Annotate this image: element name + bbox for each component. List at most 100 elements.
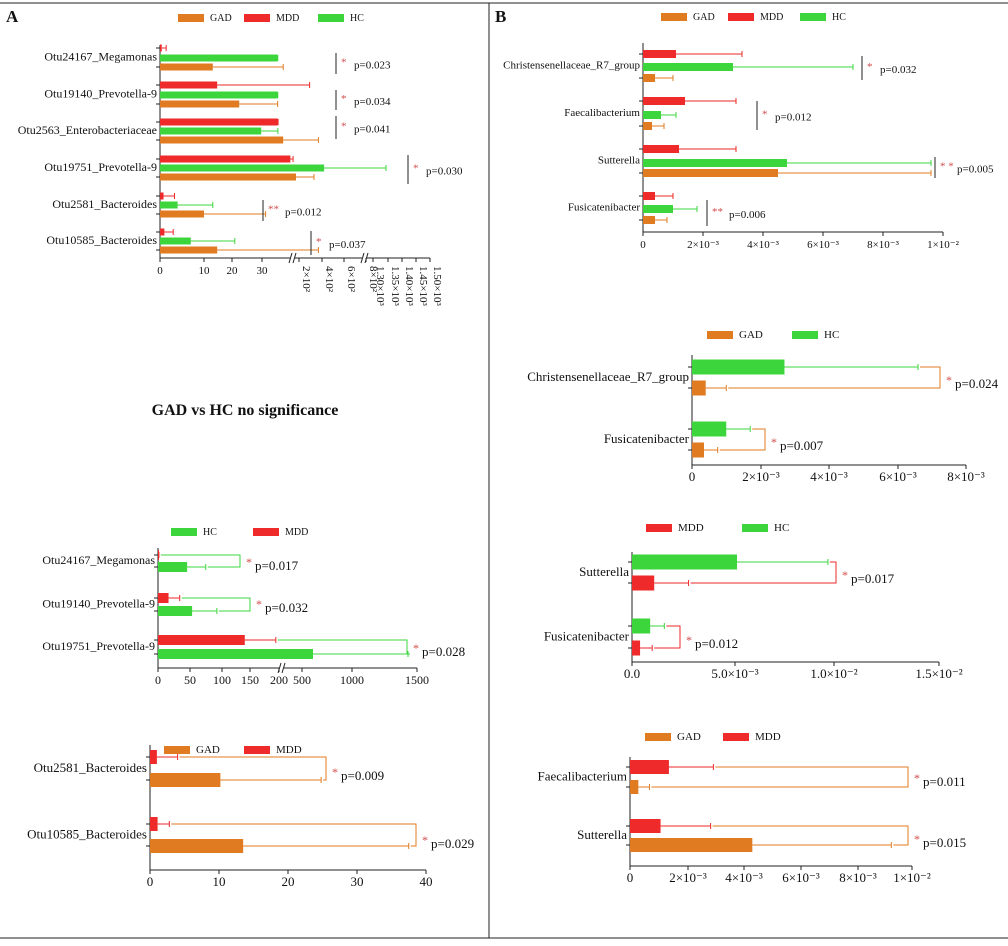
category-label-faecalibacterium: Faecalibacterium	[564, 107, 640, 119]
legend-label-mdd: MDD	[760, 12, 783, 23]
x-tick-label: 50	[184, 673, 196, 687]
bar-gad-otu19751-prevotella-9	[160, 173, 296, 181]
bar-mdd-faecalibacterium	[630, 760, 669, 774]
bar-hc-faecalibacterium	[643, 111, 661, 119]
x-tick-label: 1.45×10³	[417, 266, 429, 306]
x-tick-label: 20	[227, 265, 239, 277]
category-label-faecalibacterium: Faecalibacterium	[537, 769, 627, 784]
bar-mdd-fusicatenibacter	[643, 192, 655, 200]
bar-gad-otu2581-bacteroides	[160, 210, 204, 218]
category-label-fusicatenibacter: Fusicatenibacter	[544, 629, 630, 644]
p-value-label: p=0.030	[426, 166, 463, 178]
category-label-otu10585-bacteroides: Otu10585_Bacteroides	[27, 827, 147, 842]
legend-swatch-mdd	[723, 733, 749, 741]
bar-gad-fusicatenibacter	[643, 216, 655, 224]
p-value-label: p=0.006	[729, 209, 766, 221]
x-tick-label: 2×10⁻³	[687, 239, 720, 251]
x-tick-label: 8×10⁻³	[839, 870, 877, 885]
legend-label-gad: GAD	[677, 731, 701, 743]
bar-hc-otu19751-prevotella-9	[160, 164, 325, 172]
bar-mdd-sutterella	[632, 575, 655, 591]
legend-label-gad: GAD	[693, 12, 715, 23]
x-tick-label: 6×10²	[345, 266, 357, 293]
axis-break-gap	[362, 253, 367, 263]
legend-swatch-hc	[318, 14, 344, 22]
legend-label-mdd: MDD	[755, 731, 781, 743]
x-tick-label: 0	[627, 870, 634, 885]
p-value-label: p=0.032	[880, 64, 916, 76]
gad-vs-hc-note: GAD vs HC no significance	[152, 402, 339, 419]
significance-stars: *	[413, 163, 419, 175]
x-tick-label: 0	[155, 673, 161, 687]
bar-mdd-fusicatenibacter	[632, 640, 641, 656]
x-tick-label: 1×10⁻²	[893, 870, 931, 885]
significance-stars: *	[771, 435, 777, 449]
chart-b1: GAD MDD HC 0 2×10⁻³ 4×10⁻³ 6×10⁻³ 8×10⁻³ 1×10⁻² C…	[503, 12, 994, 251]
p-value-label: p=0.017	[851, 571, 895, 586]
category-label-otu10585-bacteroides: Otu10585_Bacteroides	[46, 233, 157, 247]
category-label-christensenellaceae-r7-group: Christensenellaceae_R7_group	[527, 369, 689, 384]
significance-stars: *	[842, 568, 848, 582]
legend-swatch-mdd	[253, 528, 279, 536]
legend-swatch-gad	[645, 733, 671, 741]
x-tick-label: 10	[199, 265, 211, 277]
legend-label-mdd: MDD	[276, 13, 299, 24]
significance-bracket	[277, 639, 410, 655]
p-value-label: p=0.005	[957, 164, 994, 176]
significance-bracket	[181, 597, 251, 612]
category-label-otu19140-prevotella-9: Otu19140_Prevotella-9	[42, 597, 155, 611]
x-tick-label: 1.40×10³	[403, 266, 415, 306]
p-value-label: p=0.041	[354, 124, 390, 136]
p-value-label: p=0.007	[780, 438, 824, 453]
x-tick-label: 0	[689, 469, 696, 484]
x-tick-label: 8×10²	[367, 266, 379, 293]
bar-mdd-otu2581-bacteroides	[150, 750, 157, 764]
x-tick-label: 2×10⁻³	[742, 469, 780, 484]
x-tick-label: 6×10⁻³	[782, 870, 820, 885]
significance-stars: *	[762, 109, 768, 121]
legend-label-hc: HC	[203, 527, 217, 538]
category-label-fusicatenibacter: Fusicatenibacter	[604, 431, 690, 446]
p-value-label: p=0.028	[422, 644, 465, 659]
x-tick-label: 30	[257, 265, 269, 277]
bar-hc-otu19140-prevotella-9	[158, 606, 193, 616]
x-tick-label: 10	[213, 874, 226, 889]
x-tick-label: 0	[640, 239, 646, 251]
bar-mdd-otu10585-bacteroides	[150, 817, 158, 831]
category-label-otu19751-prevotella-9: Otu19751_Prevotella-9	[42, 639, 155, 653]
bar-gad-otu24167-megamonas	[160, 63, 213, 71]
bar-gad-faecalibacterium	[643, 122, 652, 130]
legend-swatch-hc	[792, 331, 818, 339]
x-tick-label: 4×10⁻³	[810, 469, 848, 484]
legend-label-hc: HC	[774, 522, 789, 534]
legend-swatch-mdd	[244, 14, 270, 22]
bar-gad-christensenellaceae-r7-group	[692, 380, 706, 396]
p-value-label: p=0.009	[341, 768, 384, 783]
significance-stars: *	[316, 236, 322, 248]
category-label-sutterella: Sutterella	[577, 827, 627, 842]
legend-label-mdd: MDD	[276, 744, 302, 756]
x-tick-label: 0.0	[624, 666, 640, 681]
bar-gad-otu10585-bacteroides	[160, 246, 218, 254]
significance-stars: *	[686, 633, 692, 647]
p-value-label: p=0.023	[354, 60, 391, 72]
axis-break-mark	[360, 252, 365, 264]
significance-stars: *	[914, 771, 920, 785]
category-label-otu24167-megamonas: Otu24167_Megamonas	[44, 50, 157, 64]
legend-swatch-gad	[661, 13, 687, 21]
significance-bracket	[712, 825, 909, 846]
x-tick-label: 4×10⁻³	[725, 870, 763, 885]
significance-stars: **	[268, 204, 279, 216]
chart-b2: GAD HC 0 2×10⁻³ 4×10⁻³ 6×10⁻³ 8×10⁻³ Christense…	[527, 329, 998, 484]
legend-swatch-hc	[800, 13, 826, 21]
bar-mdd-otu2563-enterobacteriaceae	[160, 118, 278, 126]
axis-break-mark	[281, 662, 286, 674]
axis-break-mark	[292, 252, 297, 264]
legend-label-hc: HC	[824, 329, 839, 341]
x-tick-label: 20	[282, 874, 295, 889]
bar-hc-christensenellaceae-r7-group	[692, 359, 785, 375]
bar-hc-otu19751-prevotella-9	[158, 649, 313, 659]
legend-swatch-mdd	[728, 13, 754, 21]
p-value-label: p=0.017	[255, 558, 299, 573]
